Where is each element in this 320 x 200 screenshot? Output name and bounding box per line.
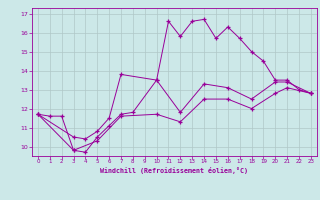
- X-axis label: Windchill (Refroidissement éolien,°C): Windchill (Refroidissement éolien,°C): [100, 167, 248, 174]
